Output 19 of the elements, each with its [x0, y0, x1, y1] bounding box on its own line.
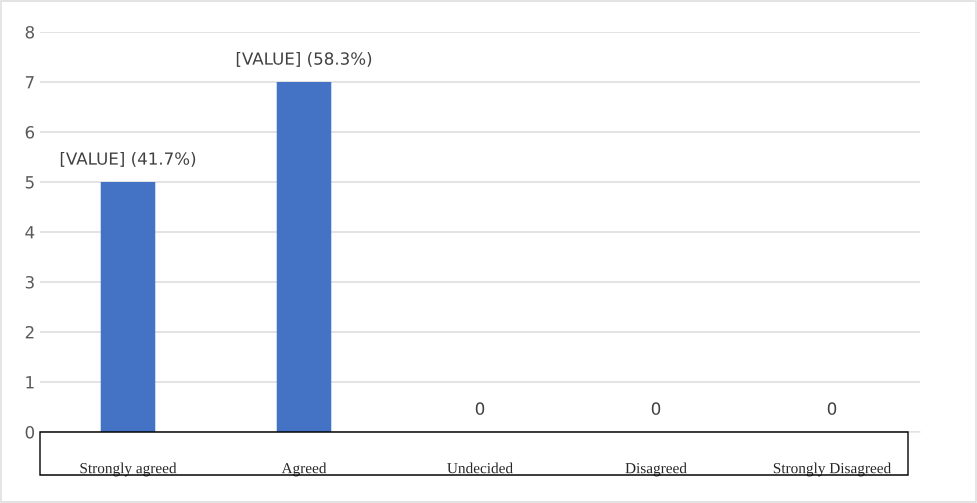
y-tick-label: 3: [26, 276, 34, 289]
annotation: 0: [652, 402, 660, 415]
annotation: [VALUE] (41.7%): [60, 152, 196, 167]
annotation: 0: [828, 402, 836, 415]
y-tick-label: 4: [25, 226, 34, 238]
y-tick-label: 1: [26, 376, 34, 388]
y-tick-label: 6: [26, 126, 34, 139]
x-tick-label: Undecided: [447, 462, 513, 474]
annotation: 0: [476, 402, 484, 415]
y-tick-label: 2: [26, 326, 34, 338]
y-tick-label: 0: [26, 426, 34, 439]
x-tick-label: Agreed: [282, 462, 326, 476]
annotation: [VALUE] (58.3%): [236, 52, 372, 67]
x-tick-label: Disagreed: [625, 462, 687, 476]
y-tick-label: 5: [26, 176, 34, 189]
x-tick-label: Strongly Disagreed: [774, 462, 892, 476]
y-tick-label: 8: [26, 26, 34, 39]
x-tick-label: Strongly agreed: [80, 462, 176, 476]
y-tick-label: 7: [26, 76, 34, 88]
